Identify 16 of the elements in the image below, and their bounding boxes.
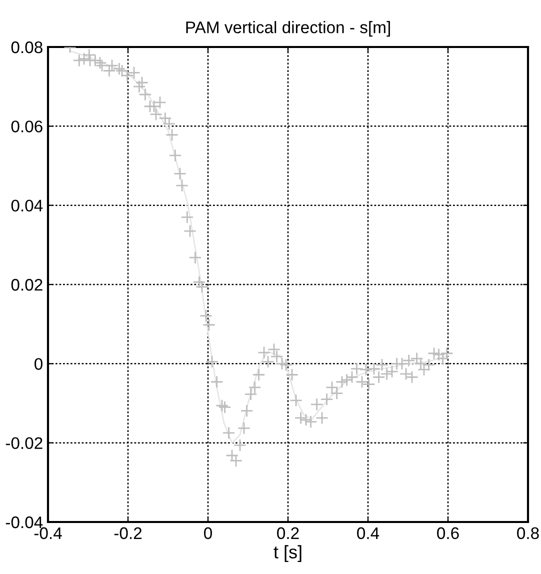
x-tick-label: -0.2 bbox=[114, 527, 142, 540]
x-tick-label: 0.6 bbox=[437, 527, 459, 540]
y-tick-label: 0.02 bbox=[11, 278, 42, 291]
chart-title: PAM vertical direction - s[m] bbox=[186, 21, 390, 37]
y-tick-label: -0.04 bbox=[6, 516, 43, 528]
x-axis-title: t [s] bbox=[274, 545, 302, 562]
x-tick-label: 0.2 bbox=[277, 527, 299, 540]
y-tick-label: -0.02 bbox=[6, 437, 42, 450]
x-tick-label: 0.8 bbox=[517, 527, 539, 540]
y-tick-label: 0.04 bbox=[11, 200, 43, 212]
x-tick-label: 0 bbox=[204, 527, 212, 540]
x-tick-label: -0.4 bbox=[34, 527, 62, 540]
x-tick-label: 0.4 bbox=[357, 527, 380, 540]
y-tick-label: 0 bbox=[34, 358, 42, 370]
y-tick-label: 0.08 bbox=[11, 41, 42, 54]
y-tick-label: 0.06 bbox=[11, 120, 42, 132]
